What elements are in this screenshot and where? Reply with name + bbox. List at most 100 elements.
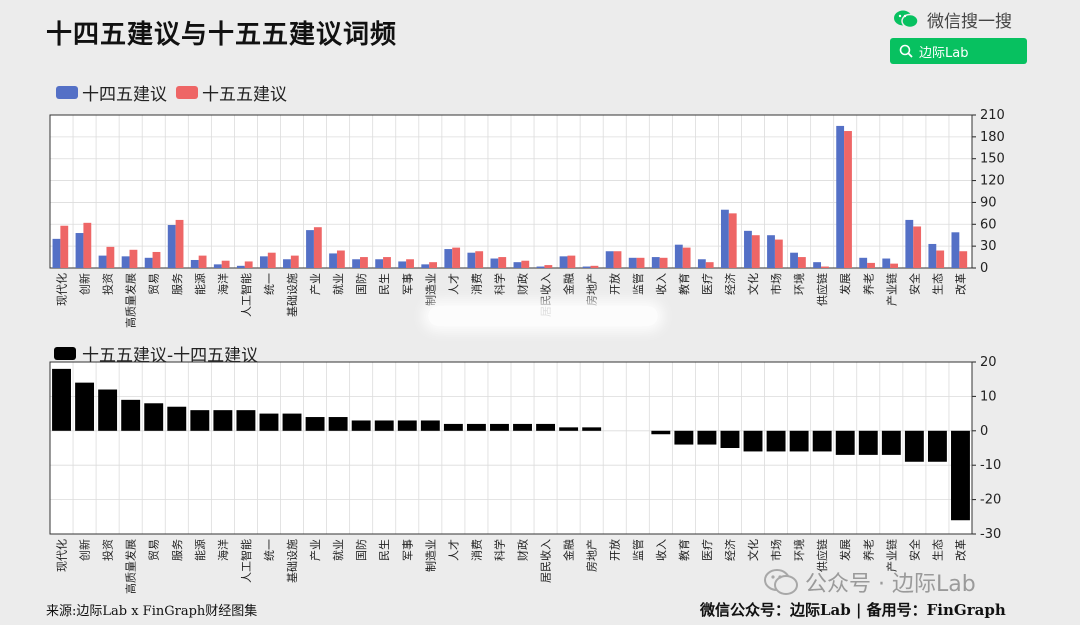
x-tick-label: 投资	[101, 273, 115, 295]
blurred-overlay	[428, 306, 658, 326]
bar-series1	[905, 219, 914, 268]
legend-item-series2[interactable]: 十五五建议	[176, 80, 287, 105]
bottom-chart-legend[interactable]: 十五五建议-十四五建议	[54, 341, 258, 366]
bar-diff	[52, 368, 71, 431]
bar-diff	[766, 430, 786, 452]
search-button-label: 边际Lab	[919, 45, 969, 61]
bar-diff	[75, 382, 95, 431]
bar-series2	[774, 239, 783, 268]
y-tick-label: 210	[980, 108, 1005, 123]
bar-diff	[443, 423, 463, 431]
x-tick-label: 产业	[308, 539, 322, 561]
bar-diff	[490, 423, 509, 431]
wechat-search-brand[interactable]: 微信搜一搜	[893, 6, 1012, 32]
x-tick-label: 人才	[446, 539, 460, 561]
legend-item-series1[interactable]: 十四五建议	[56, 80, 167, 105]
bar-series1	[951, 232, 960, 268]
x-tick-label: 医疗	[700, 539, 714, 561]
watermark: 公众号 · 边际Lab	[763, 566, 976, 598]
bar-series1	[398, 261, 407, 268]
x-tick-label: 发展	[838, 273, 852, 295]
x-tick-label: 教育	[677, 539, 691, 561]
legend-label-series1: 十四五建议	[82, 85, 167, 105]
bar-diff	[881, 430, 901, 455]
x-tick-label: 市场	[769, 539, 783, 561]
bar-series1	[236, 265, 245, 268]
bar-series1	[283, 259, 291, 268]
x-tick-label: 金融	[562, 539, 576, 561]
bar-diff	[697, 430, 717, 445]
y-tick-label: -30	[980, 527, 1001, 542]
x-tick-label: 能源	[193, 539, 207, 561]
x-tick-label: 统一	[263, 273, 276, 295]
x-tick-label: 科学	[492, 273, 506, 295]
bar-diff	[213, 410, 233, 431]
bar-diff	[190, 410, 210, 431]
x-tick-label: 就业	[331, 273, 345, 295]
x-tick-label: 发展	[838, 539, 852, 561]
x-tick-label: 高质量发展	[124, 539, 138, 594]
bar-diff	[513, 423, 532, 431]
bar-series2	[313, 227, 322, 268]
bar-diff	[259, 413, 279, 431]
y-tick-label: 120	[980, 174, 1005, 189]
x-tick-label: 金融	[562, 273, 576, 295]
bar-series2	[175, 219, 184, 268]
bar-diff	[420, 420, 440, 431]
bar-series1	[375, 259, 384, 268]
x-tick-label: 国防	[354, 539, 368, 561]
x-tick-label: 财政	[516, 273, 530, 295]
x-tick-label: 贸易	[148, 273, 161, 295]
bar-series2	[659, 257, 668, 268]
watermark-text: 公众号 · 边际Lab	[805, 572, 976, 597]
x-tick-label: 收入	[654, 273, 668, 295]
bar-series1	[882, 258, 891, 268]
bar-series1	[651, 257, 660, 268]
bar-series1	[536, 266, 545, 268]
bar-diff	[351, 420, 371, 431]
x-tick-label: 贸易	[148, 539, 161, 561]
bar-series1	[513, 262, 522, 268]
bar-series2	[959, 251, 968, 268]
x-tick-label: 基础设施	[286, 273, 299, 317]
bar-series2	[129, 249, 138, 268]
bar-series1	[559, 256, 568, 268]
legend-label-series2: 十五五建议	[202, 85, 287, 105]
bar-series2	[106, 246, 115, 268]
bar-series2	[613, 251, 622, 268]
bar-diff	[305, 417, 325, 431]
bar-series2	[751, 235, 760, 268]
chart-panel-1: 0306090120150180210现代化 创新 投资 高质量发展 贸易 服务 能源 海洋人…	[49, 108, 1005, 328]
y-tick-label: 0	[980, 261, 988, 276]
x-tick-label: 监管	[631, 273, 645, 295]
x-tick-label: 就业	[331, 539, 345, 561]
account-note: 微信公众号：边际Lab | 备用号：FinGraph	[700, 601, 1006, 619]
bar-series2	[913, 226, 922, 268]
y-tick-label: 90	[980, 195, 997, 210]
x-tick-label: 高质量发展	[124, 273, 138, 328]
bar-series1	[674, 244, 683, 268]
x-tick-label: 供应链	[815, 539, 829, 572]
bar-series1	[628, 257, 637, 268]
bar-series2	[936, 250, 945, 268]
bar-series2	[728, 213, 737, 268]
bar-series1	[859, 257, 868, 268]
x-tick-label: 军事	[401, 539, 414, 561]
x-tick-label: 环境	[792, 539, 806, 561]
search-button[interactable]: 边际Lab	[890, 38, 1027, 64]
chart-panel-2: -30 -20 -10 0 10 20 现代化 创新 投资 高质量发展 贸易 服务 能源 海洋 人工智能 统一…	[49, 355, 1001, 594]
bar-series1	[167, 225, 176, 268]
x-tick-label: 现代化	[55, 273, 69, 306]
wechat-search-label: 微信搜一搜	[927, 11, 1012, 32]
bar-series1	[213, 264, 222, 268]
bar-diff	[951, 430, 970, 521]
bar-series2	[429, 262, 438, 268]
x-tick-label: 开放	[608, 539, 622, 561]
bar-series2	[636, 257, 645, 268]
x-tick-label: 消费	[469, 273, 483, 295]
bar-series2	[290, 255, 299, 268]
bar-series1	[490, 258, 499, 268]
x-tick-label: 消费	[469, 539, 483, 561]
bar-series2	[705, 262, 714, 268]
